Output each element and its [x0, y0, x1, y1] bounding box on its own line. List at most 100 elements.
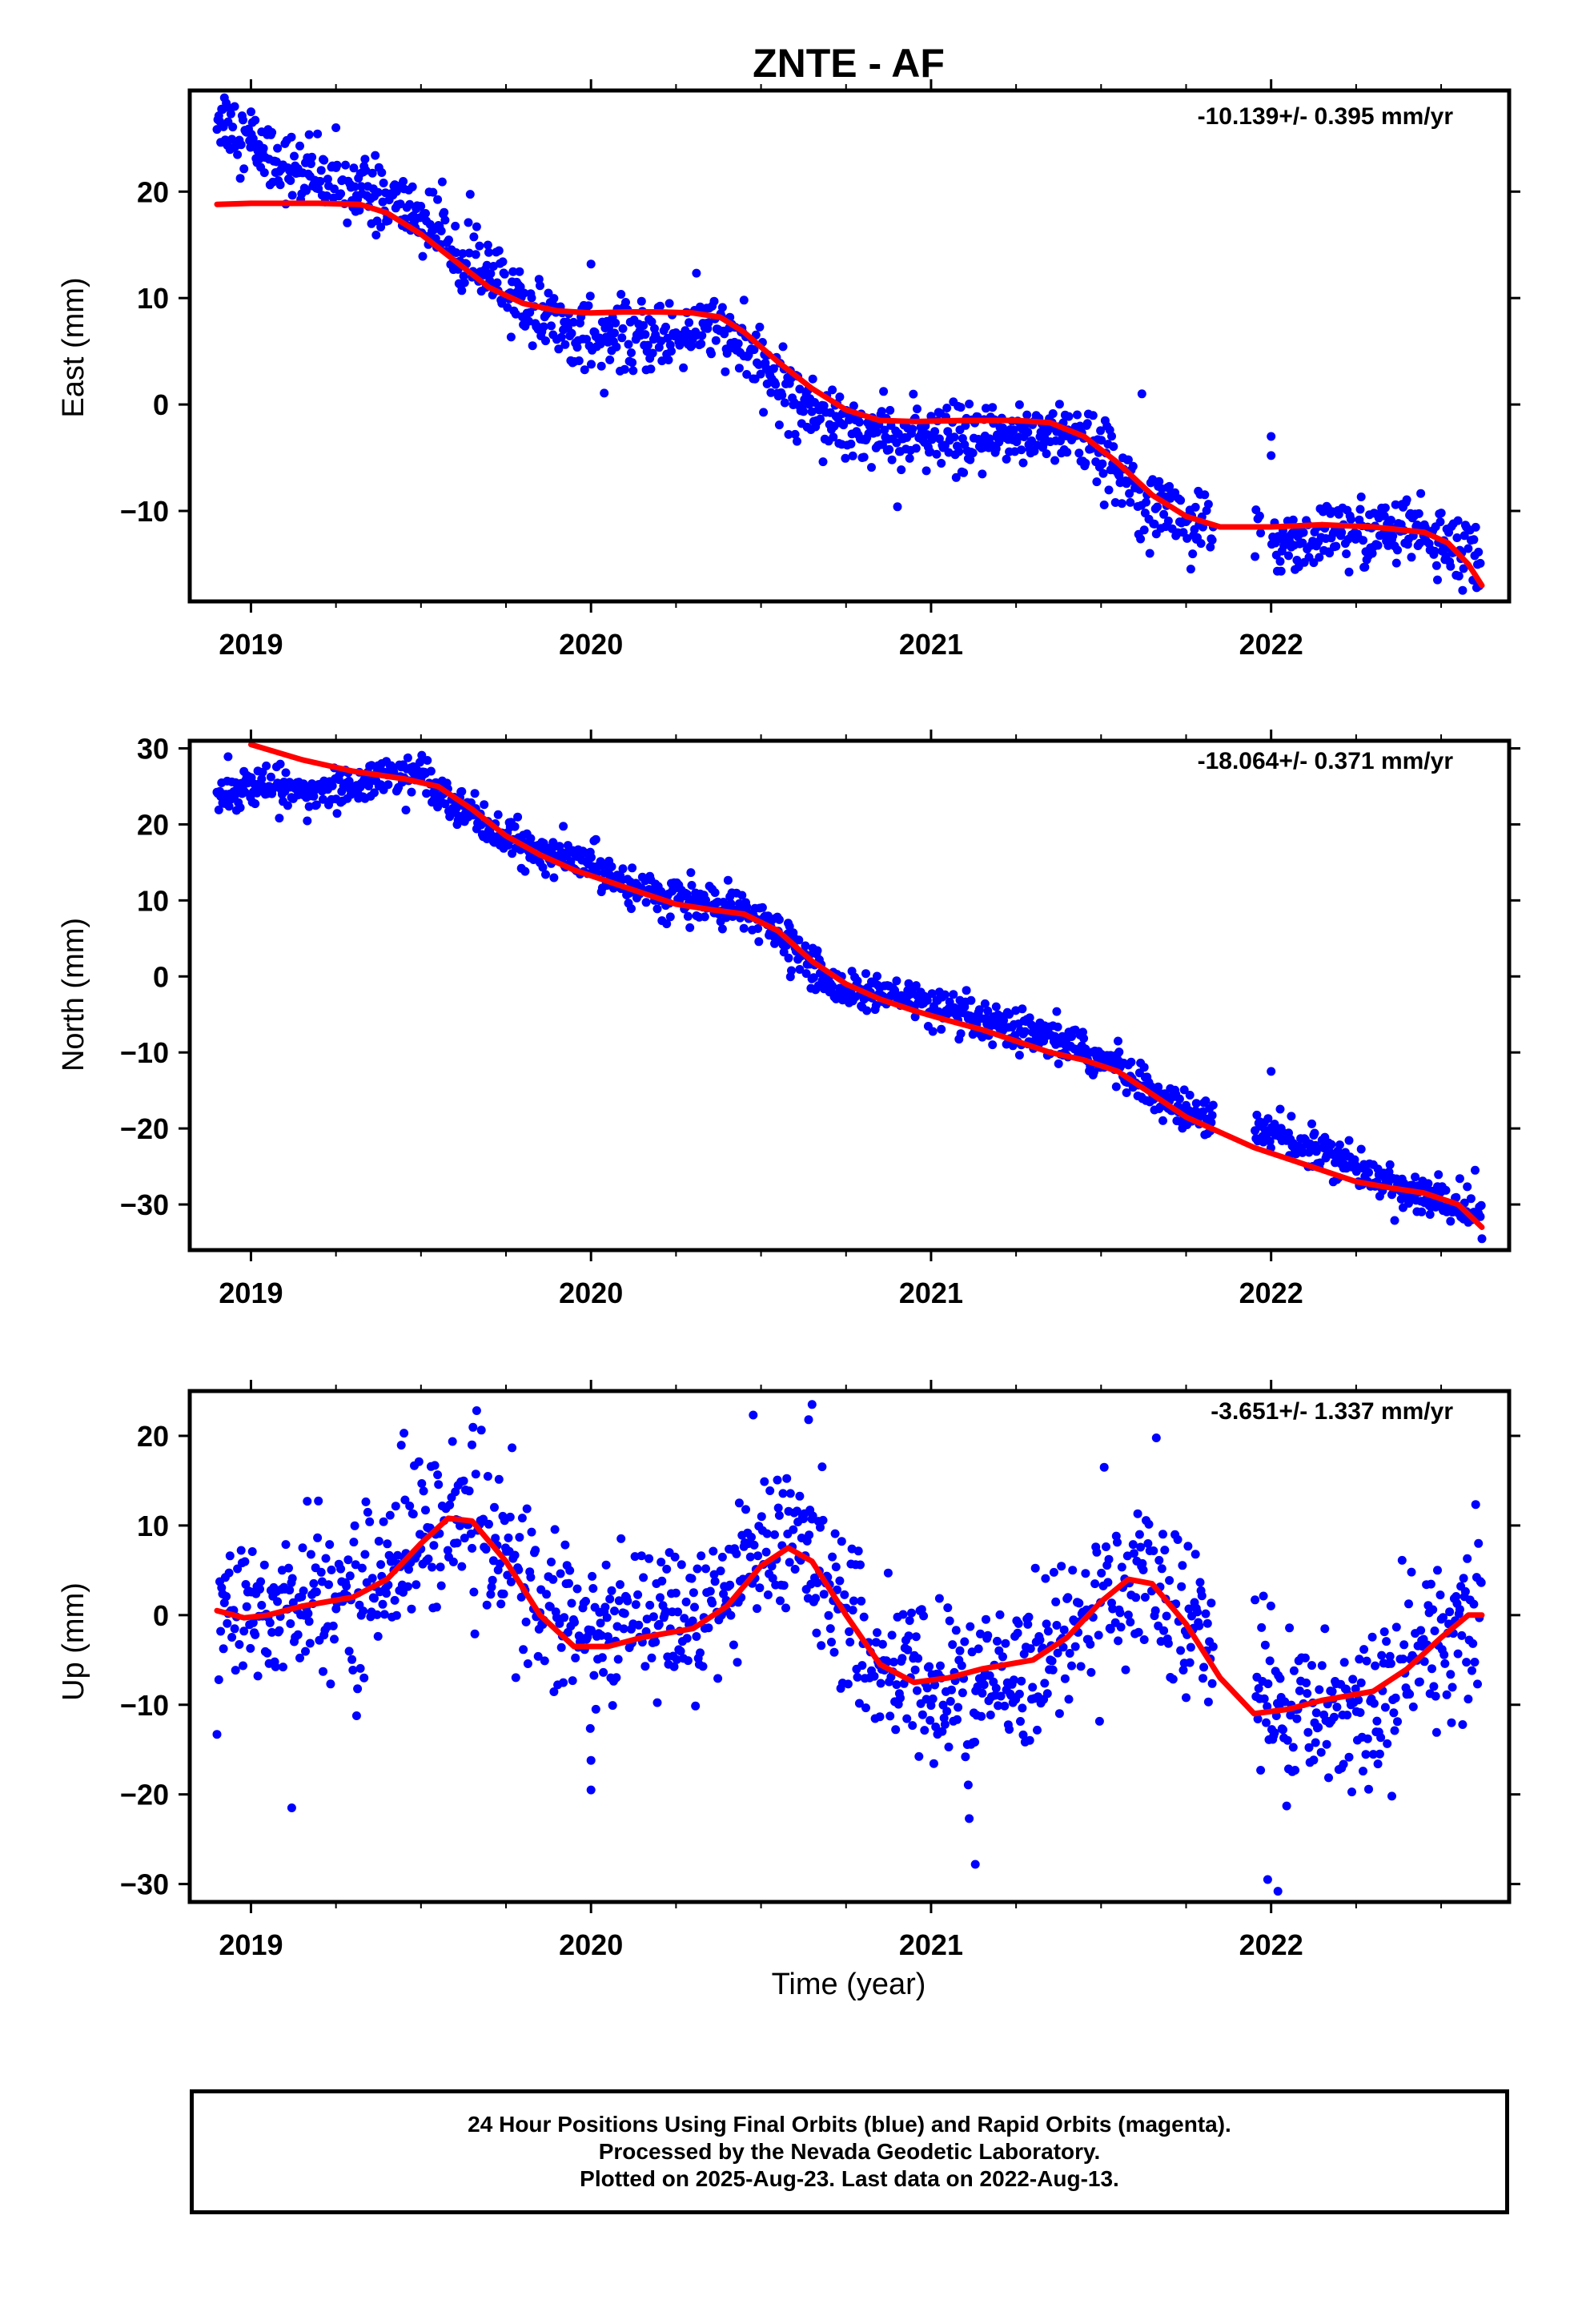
data-point — [1025, 1013, 1034, 1023]
data-point — [1186, 1642, 1195, 1652]
data-point — [1457, 1630, 1467, 1640]
data-point — [484, 247, 493, 257]
data-point — [905, 1616, 914, 1626]
data-point — [351, 1711, 361, 1720]
data-point — [857, 1596, 866, 1606]
data-point — [670, 1552, 680, 1562]
data-point — [350, 182, 359, 191]
data-point — [541, 870, 550, 879]
data-point — [846, 439, 856, 448]
data-point — [457, 786, 467, 796]
data-point — [299, 1586, 308, 1595]
data-point — [405, 199, 415, 209]
data-point — [790, 429, 800, 439]
data-point — [857, 1661, 867, 1671]
data-point — [1121, 1665, 1130, 1675]
data-point — [539, 322, 548, 332]
data-point — [841, 453, 850, 463]
data-point — [628, 366, 638, 376]
x-tick-label: 2022 — [1239, 1277, 1303, 1309]
data-point — [560, 1613, 569, 1622]
data-point — [360, 155, 370, 164]
data-point — [733, 1658, 742, 1667]
data-point — [336, 189, 346, 199]
data-point — [596, 1630, 606, 1640]
data-point — [464, 218, 473, 227]
data-point — [790, 1565, 800, 1574]
data-point — [526, 834, 536, 843]
data-point — [1136, 1542, 1146, 1552]
data-point — [281, 1540, 291, 1550]
data-point — [937, 459, 946, 468]
data-point — [1016, 1717, 1025, 1726]
data-point — [407, 1604, 416, 1614]
data-point — [316, 166, 326, 175]
data-point — [556, 332, 566, 342]
data-point — [907, 1608, 916, 1618]
data-point — [544, 288, 553, 298]
data-point — [1177, 1582, 1186, 1591]
data-point — [572, 1584, 582, 1594]
data-point — [311, 800, 321, 810]
data-point — [574, 356, 584, 365]
data-point — [396, 1441, 406, 1450]
data-point — [957, 1661, 966, 1671]
data-point — [412, 1580, 421, 1590]
data-point — [356, 182, 366, 191]
data-point — [365, 1517, 375, 1526]
data-point — [257, 774, 267, 784]
data-point — [514, 1565, 524, 1574]
data-point — [819, 1590, 829, 1599]
data-point — [1265, 1136, 1275, 1146]
data-point — [880, 425, 889, 435]
data-point — [295, 1653, 304, 1663]
data-point — [1138, 1558, 1147, 1568]
data-point — [877, 1639, 887, 1649]
data-point — [424, 1554, 433, 1564]
data-point — [511, 1673, 520, 1683]
data-point — [572, 343, 582, 352]
data-point — [774, 420, 784, 430]
data-point — [452, 804, 461, 814]
data-point — [1371, 1661, 1380, 1671]
data-point — [493, 810, 503, 819]
data-point — [1452, 1592, 1461, 1601]
data-point — [257, 1601, 267, 1610]
data-point — [483, 240, 492, 250]
data-point — [709, 1546, 718, 1556]
data-point — [1099, 501, 1109, 509]
y-tick-label: −20 — [120, 1112, 169, 1145]
data-point — [1459, 1574, 1468, 1583]
data-point — [571, 1653, 580, 1663]
data-point — [1206, 542, 1215, 552]
x-tick-label: 2020 — [559, 1928, 623, 1961]
data-point — [273, 1597, 283, 1606]
data-point — [1063, 1593, 1073, 1602]
data-point — [1327, 1687, 1337, 1696]
data-point — [255, 1584, 264, 1594]
data-point — [639, 1573, 648, 1582]
data-point — [568, 1676, 577, 1686]
data-point — [756, 369, 765, 379]
data-point — [970, 1737, 980, 1747]
y-tick-label: 20 — [137, 1420, 169, 1453]
data-point — [1195, 1578, 1205, 1587]
data-point — [1081, 1569, 1090, 1578]
data-point — [474, 1370, 483, 1379]
north-rate-annotation: -18.064+/- 0.371 mm/yr — [1198, 748, 1454, 774]
data-point — [1043, 1626, 1053, 1636]
data-point — [1186, 565, 1195, 574]
data-point — [500, 269, 509, 279]
data-point — [319, 1667, 327, 1676]
data-point — [469, 232, 479, 242]
data-point — [383, 1539, 392, 1549]
data-point — [1116, 1622, 1126, 1632]
data-point — [893, 502, 902, 512]
data-point — [940, 990, 950, 999]
data-point — [843, 1679, 853, 1689]
data-point — [753, 924, 763, 933]
data-point — [408, 182, 417, 191]
data-point — [1355, 1655, 1364, 1664]
data-point — [428, 187, 438, 197]
data-point — [1009, 425, 1018, 435]
